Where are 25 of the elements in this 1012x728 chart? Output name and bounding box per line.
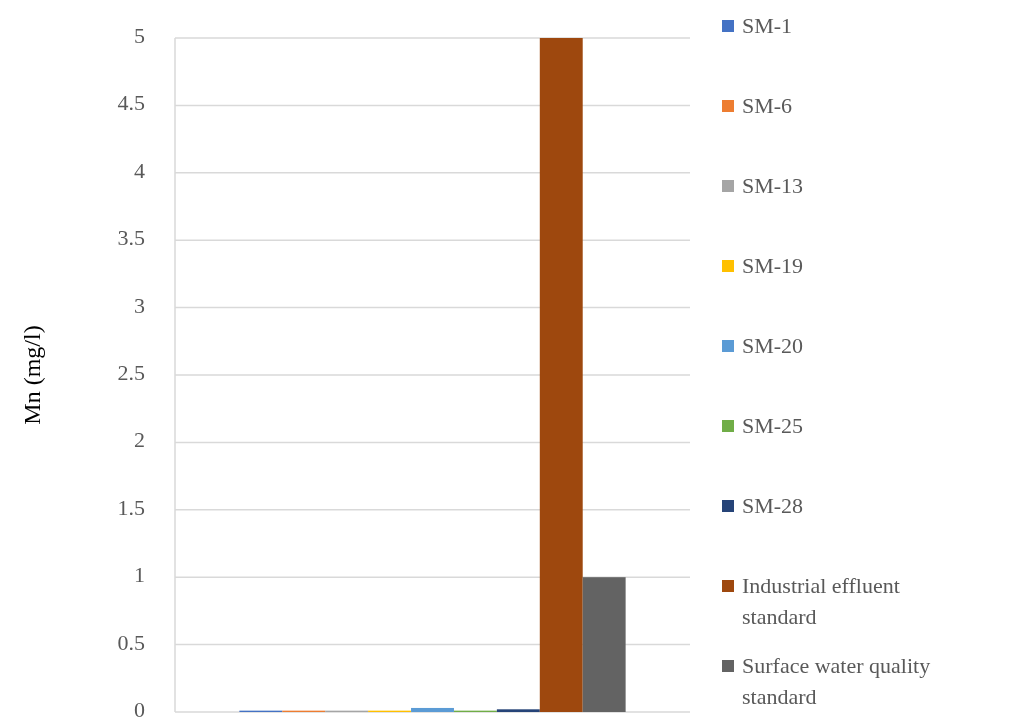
legend-label: SM-13 [742,173,804,199]
y-axis-title: Mn (mg/l) [19,325,45,425]
y-tick-label: 3 [134,292,145,318]
y-tick-label: 2 [134,427,145,453]
legend-label: SM-6 [742,93,793,119]
bar [582,577,626,712]
legend-label: Industrial effluent standard [742,573,900,630]
y-tick-label: 1.5 [117,494,145,520]
y-tick-label: 4 [134,157,145,183]
y-tick-label: 4.5 [117,90,145,116]
bar [496,709,540,712]
legend-label: SM-28 [742,493,804,519]
y-tick-label: 1 [134,562,145,588]
bar [539,38,583,712]
legend-label: SM-25 [742,413,804,439]
legend-label: Surface water quality standard [742,653,931,710]
legend-label: SM-1 [742,13,793,39]
legend-label: SM-20 [742,333,804,359]
legend-label: SM-19 [742,253,804,279]
y-tick-label: 3.5 [117,225,145,251]
y-tick-label: 5 [134,23,145,49]
y-tick-label: 0.5 [117,629,145,655]
bar [411,707,454,712]
y-tick-label: 0 [134,697,145,723]
y-tick-label: 2.5 [117,360,145,386]
